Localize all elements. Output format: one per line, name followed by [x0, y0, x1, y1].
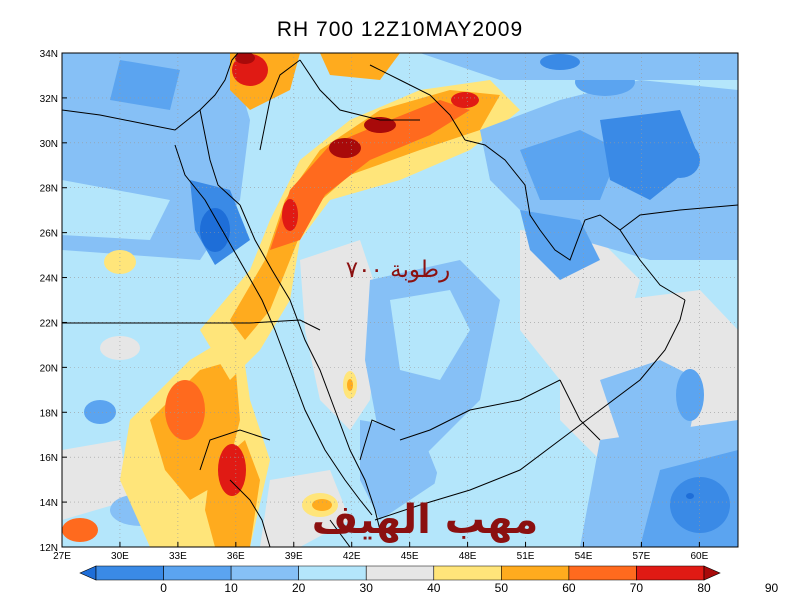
- lat-tick-label: 14N: [40, 498, 58, 509]
- colorbar-swatch: [703, 565, 721, 581]
- colorbar-label: 20: [292, 581, 306, 595]
- lon-tick-label: 36E: [227, 551, 245, 562]
- colorbar-label: 70: [630, 581, 644, 595]
- colorbar: 0 10 20 30 40 50 60 70 80 90: [79, 565, 779, 595]
- colorbar-swatch: [568, 565, 637, 581]
- lon-tick-label: 30E: [111, 551, 129, 562]
- lat-tick-label: 18N: [40, 408, 58, 419]
- colorbar-swatch: [501, 565, 570, 581]
- colorbar-label: 90: [765, 581, 779, 595]
- lat-tick-label: 22N: [40, 318, 58, 329]
- colorbar-swatch: [230, 565, 299, 581]
- colorbar-label: 80: [697, 581, 711, 595]
- lon-tick-label: 27E: [53, 551, 71, 562]
- colorbar-label: 40: [427, 581, 441, 595]
- colorbar-swatch: [298, 565, 367, 581]
- lon-axis: 27E 30E 33E 36E 39E 42E 45E 48E 51E 54E 57E 60E: [53, 542, 709, 562]
- lat-tick-label: 12N: [40, 543, 58, 554]
- colorbar-label: 30: [360, 581, 374, 595]
- colorbar-swatch: [163, 565, 232, 581]
- lat-axis: 12N 14N 16N 18N 20N 22N 24N 26N 28N 30N 32N 34N: [40, 49, 67, 554]
- lat-tick-label: 26N: [40, 229, 58, 240]
- colorbar-label: 50: [495, 581, 509, 595]
- plot-frame: [61, 52, 739, 548]
- colorbar-label: 10: [224, 581, 238, 595]
- lon-tick-label: 51E: [517, 551, 535, 562]
- lon-tick-label: 39E: [285, 551, 303, 562]
- lon-tick-label: 33E: [169, 551, 187, 562]
- colorbar-swatch: [365, 565, 435, 581]
- lon-tick-label: 45E: [401, 551, 419, 562]
- colorbar-swatch: [79, 565, 97, 581]
- graticule: [62, 53, 738, 547]
- lat-tick-label: 16N: [40, 453, 58, 464]
- lat-tick-label: 24N: [40, 274, 58, 285]
- colorbar-swatch: [95, 565, 164, 581]
- watermark-signature: مهب الهيف: [312, 497, 539, 543]
- lon-tick-label: 57E: [633, 551, 651, 562]
- lon-tick-label: 60E: [690, 551, 708, 562]
- lon-tick-label: 54E: [575, 551, 593, 562]
- rh-field: [62, 53, 738, 547]
- lat-tick-label: 34N: [40, 49, 58, 60]
- lat-tick-label: 20N: [40, 363, 58, 374]
- lat-tick-label: 30N: [40, 139, 58, 150]
- lat-tick-label: 32N: [40, 94, 58, 105]
- coastlines: [62, 53, 738, 547]
- colorbar-swatch: [433, 565, 502, 581]
- watermark-rh-label: رطوبة ٧٠٠: [346, 257, 450, 283]
- map-title: RH 700 12Z10MAY2009: [276, 18, 524, 41]
- colorbar-label: 60: [562, 581, 576, 595]
- lat-tick-label: 28N: [40, 184, 58, 195]
- lon-tick-label: 48E: [459, 551, 477, 562]
- colorbar-swatch: [636, 565, 705, 581]
- colorbar-label: 0: [160, 581, 167, 595]
- lon-tick-label: 42E: [343, 551, 361, 562]
